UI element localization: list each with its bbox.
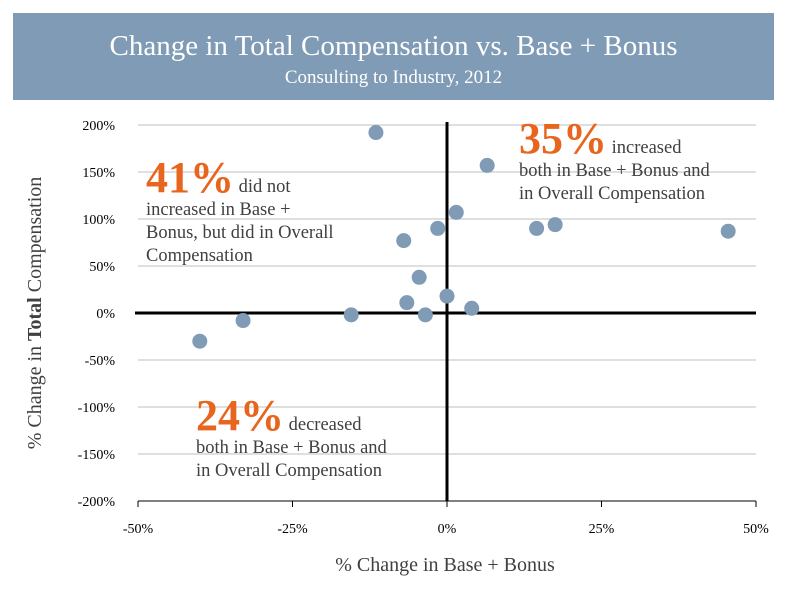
- data-point: [417, 307, 433, 323]
- y-tick-label: 150%: [82, 166, 115, 181]
- callout-upper-right-text2: both in Base + Bonus and: [519, 161, 710, 181]
- callout-upper-right-pct: 35%: [519, 114, 607, 163]
- y-axis-label-bold: Total: [24, 297, 46, 341]
- data-point: [439, 288, 455, 304]
- y-tick-label: -200%: [78, 495, 116, 510]
- data-point: [448, 204, 464, 220]
- title-banner: Change in Total Compensation vs. Base + …: [13, 13, 774, 100]
- y-axis-label-prefix: % Change in: [24, 341, 46, 449]
- callout-upper-left-pct: 41%: [146, 153, 234, 202]
- data-point: [479, 157, 495, 173]
- x-tick-label: -50%: [123, 522, 154, 537]
- callout-lower-text1: decreased: [284, 415, 362, 435]
- y-axis-label: % Change in Total Compensation: [24, 177, 46, 450]
- callout-upper-right-text3: in Overall Compensation: [519, 184, 705, 204]
- x-axis-label: % Change in Base + Bonus: [335, 554, 555, 576]
- data-point: [411, 269, 427, 285]
- data-point: [343, 307, 359, 323]
- callout-upper-right: 35% increased both in Base + Bonus and i…: [519, 117, 769, 206]
- data-point: [430, 220, 446, 236]
- callout-lower: 24% decreased both in Base + Bonus and i…: [196, 394, 446, 483]
- data-point: [396, 233, 412, 249]
- callout-lower-pct: 24%: [196, 391, 284, 440]
- y-tick-label: -100%: [78, 401, 116, 416]
- data-point: [529, 220, 545, 236]
- chart-subtitle: Consulting to Industry, 2012: [284, 67, 503, 88]
- chart-title: Change in Total Compensation vs. Base + …: [109, 30, 678, 62]
- callout-upper-left-text2: increased in Base +: [146, 200, 291, 220]
- data-points: [192, 125, 736, 349]
- tick-labels: 200% 150% 100% 50% 0% -50% -100% -150% -200% -50%…: [78, 119, 769, 537]
- y-tick-label: 200%: [82, 119, 115, 134]
- axes: [135, 122, 757, 507]
- data-point: [464, 300, 480, 316]
- y-tick-label: 0%: [96, 307, 115, 322]
- x-tick-label: 25%: [589, 522, 615, 537]
- y-axis-label-suffix: Compensation: [24, 177, 46, 298]
- callout-upper-left: 41% did not increased in Base + Bonus, b…: [146, 156, 386, 268]
- callout-upper-left-text1: did not: [234, 177, 291, 197]
- data-point: [720, 223, 736, 239]
- data-point: [547, 217, 563, 233]
- data-point: [368, 125, 384, 141]
- data-point: [235, 313, 251, 329]
- callout-upper-right-text1: increased: [607, 138, 682, 158]
- y-tick-label: 50%: [89, 260, 115, 275]
- x-tick-label: 0%: [438, 522, 457, 537]
- callout-lower-text2: both in Base + Bonus and: [196, 438, 387, 458]
- y-tick-label: 100%: [82, 213, 115, 228]
- y-tick-label: -150%: [78, 448, 116, 463]
- callout-lower-text3: in Overall Compensation: [196, 461, 382, 481]
- data-point: [399, 295, 415, 311]
- callout-upper-left-text3: Bonus, but did in Overall: [146, 223, 334, 243]
- x-tick-label: 50%: [743, 522, 769, 537]
- y-tick-label: -50%: [85, 354, 116, 369]
- data-point: [192, 333, 208, 349]
- callout-upper-left-text4: Compensation: [146, 246, 253, 266]
- x-tick-label: -25%: [277, 522, 308, 537]
